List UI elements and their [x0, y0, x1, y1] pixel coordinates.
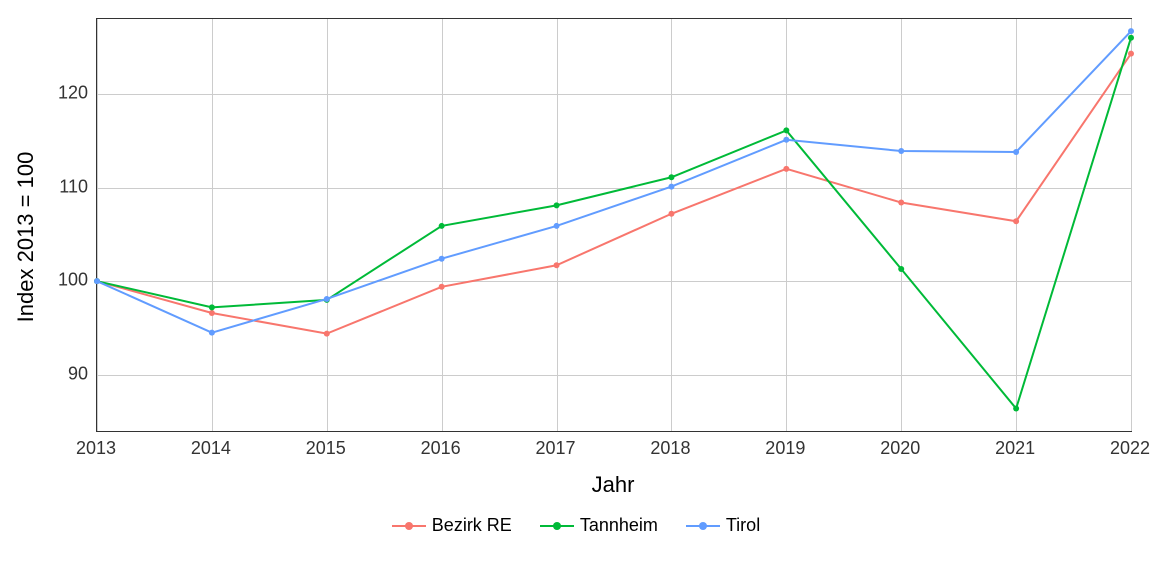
series-point	[324, 296, 330, 302]
series-point	[898, 200, 904, 206]
series-point	[439, 223, 445, 229]
series-point	[209, 330, 215, 336]
series-point	[668, 174, 674, 180]
x-tick-label: 2020	[880, 438, 920, 459]
series-point	[898, 148, 904, 154]
x-axis-label: Jahr	[592, 472, 635, 498]
chart-container: Jahr Index 2013 = 100 Bezirk RE Tannheim T…	[0, 0, 1152, 576]
y-axis-label: Index 2013 = 100	[13, 152, 39, 323]
legend-swatch	[392, 519, 426, 533]
grid-line	[1131, 19, 1132, 431]
series-point	[1013, 406, 1019, 412]
legend-label: Bezirk RE	[432, 515, 512, 536]
series-point	[324, 331, 330, 337]
plot-area	[96, 18, 1132, 432]
y-tick-label: 90	[48, 363, 88, 384]
legend-swatch	[686, 519, 720, 533]
series-point	[209, 304, 215, 310]
legend-swatch	[540, 519, 574, 533]
series-point	[94, 278, 100, 284]
series-point	[783, 166, 789, 172]
series-point	[554, 262, 560, 268]
series-point	[439, 256, 445, 262]
series-point	[783, 137, 789, 143]
x-tick-label: 2017	[536, 438, 576, 459]
x-tick-label: 2013	[76, 438, 116, 459]
x-tick-label: 2018	[650, 438, 690, 459]
series-point	[554, 202, 560, 208]
legend: Bezirk RE Tannheim Tirol	[0, 515, 1152, 536]
series-line	[97, 31, 1131, 333]
series-point	[783, 127, 789, 133]
series-point	[1128, 51, 1134, 57]
legend-label: Tannheim	[580, 515, 658, 536]
series-line	[97, 38, 1131, 409]
series-point	[1128, 35, 1134, 41]
series-point	[1013, 149, 1019, 155]
y-tick-label: 110	[48, 176, 88, 197]
series-point	[898, 266, 904, 272]
x-tick-label: 2021	[995, 438, 1035, 459]
legend-label: Tirol	[726, 515, 760, 536]
series-point	[554, 223, 560, 229]
x-tick-label: 2019	[765, 438, 805, 459]
series-layer	[97, 19, 1131, 431]
series-point	[439, 284, 445, 290]
series-line	[97, 54, 1131, 334]
y-tick-label: 100	[48, 270, 88, 291]
x-tick-label: 2015	[306, 438, 346, 459]
legend-item: Tirol	[686, 515, 760, 536]
y-tick-label: 120	[48, 82, 88, 103]
legend-item: Bezirk RE	[392, 515, 512, 536]
x-tick-label: 2022	[1110, 438, 1150, 459]
x-tick-label: 2014	[191, 438, 231, 459]
series-point	[668, 184, 674, 190]
series-point	[1013, 218, 1019, 224]
series-point	[209, 310, 215, 316]
series-point	[1128, 28, 1134, 34]
x-tick-label: 2016	[421, 438, 461, 459]
legend-item: Tannheim	[540, 515, 658, 536]
series-point	[668, 211, 674, 217]
